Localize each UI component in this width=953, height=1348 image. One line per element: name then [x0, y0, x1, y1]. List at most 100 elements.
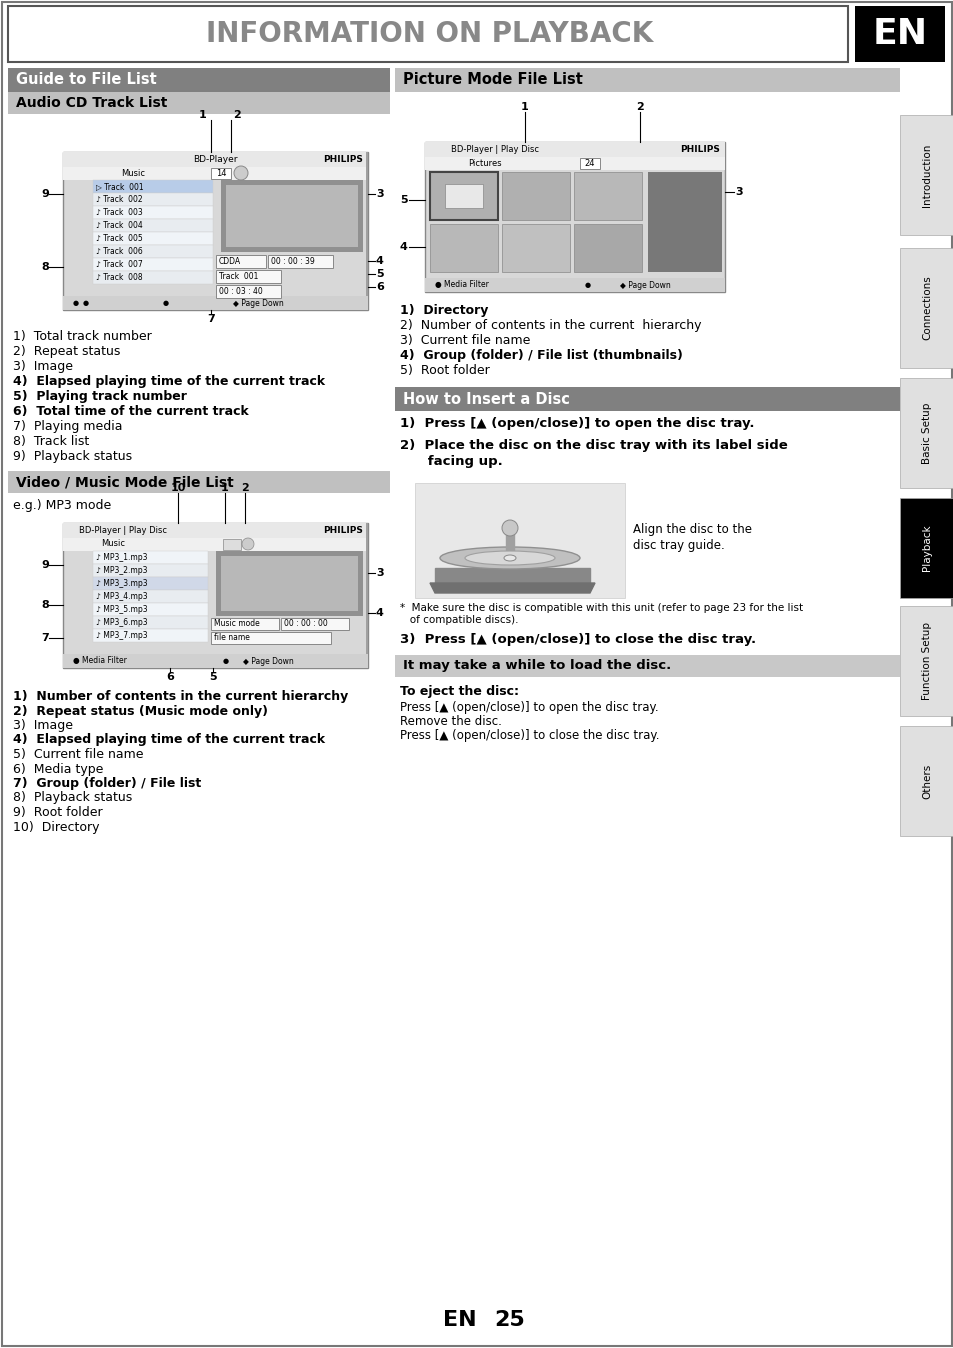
Bar [92, 563, 208, 577]
Bar [647, 173, 721, 272]
Bar [63, 523, 368, 669]
Polygon shape [505, 528, 514, 558]
Bar [63, 654, 368, 669]
Bar [395, 67, 899, 92]
Text: BD-Player | Play Disc: BD-Player | Play Disc [79, 526, 167, 535]
Text: 3: 3 [734, 187, 741, 197]
Text: of compatible discs).: of compatible discs). [399, 615, 518, 625]
Text: 25: 25 [494, 1310, 525, 1330]
Text: 7)  Group (folder) / File list: 7) Group (folder) / File list [13, 776, 201, 790]
Bar [430, 224, 497, 272]
Text: Pictures: Pictures [468, 159, 501, 167]
Text: ◆ Page Down: ◆ Page Down [233, 298, 283, 307]
Text: 1: 1 [520, 102, 528, 112]
Bar [366, 523, 368, 669]
Bar [854, 5, 944, 62]
Bar [899, 607, 953, 716]
Text: 24: 24 [584, 159, 595, 167]
Text: Align the disc to the: Align the disc to the [633, 523, 751, 537]
Text: 3)  Current file name: 3) Current file name [399, 334, 530, 346]
Text: 4: 4 [375, 256, 383, 266]
Text: 1: 1 [221, 483, 229, 493]
Bar [92, 271, 213, 284]
Bar [501, 173, 569, 220]
Bar [8, 470, 390, 493]
Text: CDDA: CDDA [219, 257, 241, 266]
Circle shape [242, 538, 253, 550]
Bar [899, 497, 953, 599]
Text: 7)  Playing media: 7) Playing media [13, 421, 122, 433]
Text: BD-Player: BD-Player [193, 155, 237, 164]
Text: ♪ Track  003: ♪ Track 003 [96, 208, 143, 217]
Text: 6: 6 [375, 282, 383, 293]
Bar [92, 590, 208, 603]
Text: 4)  Group (folder) / File list (thumbnails): 4) Group (folder) / File list (thumbnail… [399, 349, 682, 363]
Ellipse shape [439, 547, 579, 569]
Bar [395, 387, 899, 411]
Text: ●: ● [73, 301, 79, 306]
Bar [92, 206, 213, 218]
Bar [8, 67, 390, 92]
Bar [395, 655, 899, 677]
Bar [92, 603, 208, 616]
Bar [211, 632, 331, 644]
Bar [8, 5, 847, 62]
Text: EN: EN [872, 18, 926, 51]
Text: 2)  Repeat status: 2) Repeat status [13, 345, 120, 359]
Text: 7: 7 [207, 314, 214, 324]
Text: 6: 6 [166, 673, 173, 682]
Text: PHILIPS: PHILIPS [323, 155, 363, 164]
Ellipse shape [503, 555, 516, 561]
Text: 9: 9 [41, 559, 49, 570]
Bar [211, 168, 231, 179]
Bar [92, 218, 213, 232]
Bar [92, 181, 213, 193]
Text: Audio CD Track List: Audio CD Track List [16, 96, 167, 111]
Text: 9)  Root folder: 9) Root folder [13, 806, 103, 820]
Text: Track  001: Track 001 [219, 272, 258, 280]
Text: 6)  Total time of the current track: 6) Total time of the current track [13, 404, 249, 418]
Bar [221, 555, 357, 611]
Bar [215, 270, 281, 283]
Bar [366, 152, 368, 310]
Text: 8: 8 [41, 600, 49, 611]
Text: 00 : 00 : 39: 00 : 00 : 39 [271, 257, 314, 266]
Text: 5: 5 [209, 673, 216, 682]
Text: Guide to File List: Guide to File List [16, 73, 156, 88]
Text: Basic Setup: Basic Setup [921, 402, 931, 464]
Text: 1)  Press [▲ (open/close)] to open the disc tray.: 1) Press [▲ (open/close)] to open the di… [399, 417, 754, 430]
Bar [430, 173, 497, 220]
Bar [574, 173, 641, 220]
Bar [424, 142, 724, 293]
Text: Picture Mode File List: Picture Mode File List [402, 73, 582, 88]
Bar [63, 152, 368, 167]
Text: Music: Music [121, 168, 145, 178]
Bar [899, 377, 953, 488]
Text: ◆ Page Down: ◆ Page Down [243, 656, 294, 666]
Text: 9: 9 [41, 189, 49, 200]
Text: 1)  Total track number: 1) Total track number [13, 330, 152, 342]
Text: file name: file name [213, 634, 250, 643]
Text: ● Media Filter: ● Media Filter [435, 280, 488, 290]
Bar [63, 538, 368, 551]
Polygon shape [435, 568, 589, 582]
Bar [92, 232, 213, 245]
Text: Remove the disc.: Remove the disc. [399, 714, 501, 728]
Text: Others: Others [921, 763, 931, 798]
Bar [8, 92, 390, 115]
Bar [63, 297, 368, 310]
Text: ♪ MP3_2.mp3: ♪ MP3_2.mp3 [96, 566, 148, 576]
Polygon shape [430, 582, 595, 593]
Text: 2)  Number of contents in the current  hierarchy: 2) Number of contents in the current hie… [399, 319, 700, 332]
Text: Video / Music Mode File List: Video / Music Mode File List [16, 474, 233, 489]
Bar [92, 577, 208, 590]
Bar [223, 539, 241, 550]
Text: disc tray guide.: disc tray guide. [633, 539, 724, 551]
Text: INFORMATION ON PLAYBACK: INFORMATION ON PLAYBACK [206, 20, 653, 49]
Bar [424, 142, 724, 156]
Text: e.g.) MP3 mode: e.g.) MP3 mode [13, 499, 112, 512]
Bar [899, 248, 953, 368]
Bar [430, 173, 497, 220]
Bar [415, 483, 624, 599]
Text: 5)  Playing track number: 5) Playing track number [13, 390, 187, 403]
